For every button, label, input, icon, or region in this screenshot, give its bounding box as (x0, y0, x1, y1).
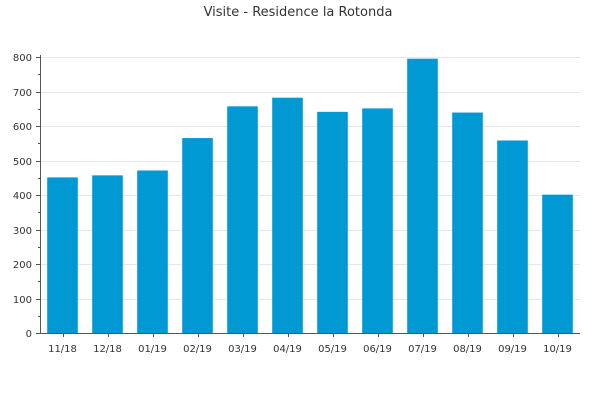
bars (47, 58, 573, 334)
bar-10-19 (542, 194, 573, 333)
x-tick-label: 12/18 (93, 344, 122, 355)
y-tick-label: 500 (13, 157, 32, 168)
bar-03-19 (227, 106, 258, 334)
y-tick-label: 100 (13, 295, 32, 306)
y-tick-label: 0 (26, 329, 32, 340)
bar-09-19 (497, 140, 528, 333)
x-tick-label: 08/19 (453, 344, 482, 355)
axes (40, 55, 580, 334)
y-tick-label: 300 (13, 226, 32, 237)
x-tick-label: 03/19 (228, 344, 257, 355)
x-axis-ticks: 11/18 12/18 01/19 02/19 03/19 04/19 05/19 06/19… (48, 333, 572, 355)
bar-07-19 (407, 58, 438, 333)
x-tick-label: 04/19 (273, 344, 302, 355)
y-tick-label: 400 (13, 191, 32, 202)
x-tick-label: 11/18 (48, 344, 77, 355)
x-tick-label: 09/19 (498, 344, 527, 355)
bar-06-19 (362, 108, 393, 333)
y-tick-label: 200 (13, 260, 32, 271)
bar-12-18 (92, 175, 123, 333)
x-tick-label: 06/19 (363, 344, 392, 355)
y-tick-label: 700 (13, 88, 32, 99)
x-tick-label: 02/19 (183, 344, 212, 355)
bar-11-18 (47, 177, 78, 333)
chart-title: Visite - Residence la Rotonda (204, 5, 393, 20)
y-tick-label: 800 (13, 53, 32, 64)
x-tick-label: 05/19 (318, 344, 347, 355)
bar-05-19 (317, 111, 348, 333)
grid-lines (40, 57, 580, 300)
x-tick-label: 01/19 (138, 344, 167, 355)
x-tick-label: 07/19 (408, 344, 437, 355)
bar-08-19 (452, 112, 483, 333)
bar-04-19 (272, 97, 303, 334)
bar-02-19 (182, 138, 213, 333)
bar-01-19 (137, 170, 168, 333)
x-tick-label: 10/19 (543, 344, 572, 355)
y-tick-label: 600 (13, 122, 32, 133)
y-axis-ticks: 0 100 200 300 400 500 600 700 800 (13, 53, 40, 340)
